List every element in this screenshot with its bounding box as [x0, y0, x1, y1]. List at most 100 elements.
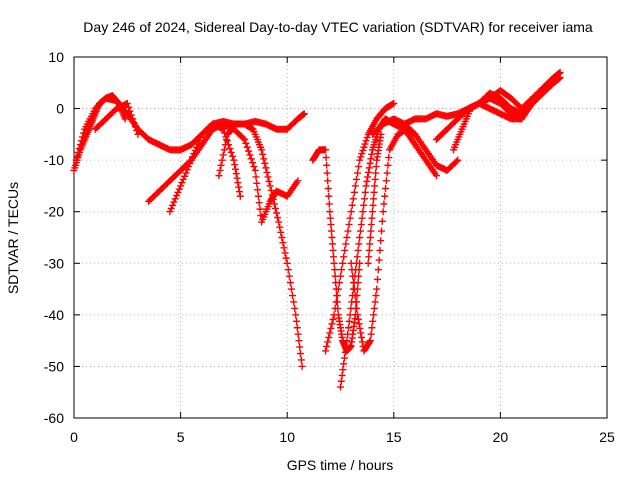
data-point — [333, 292, 341, 300]
data-point — [337, 377, 345, 385]
data-point — [345, 317, 353, 325]
data-point — [326, 214, 334, 222]
data-point — [381, 192, 389, 200]
data-point — [348, 266, 356, 274]
data-point — [77, 137, 85, 145]
data-point — [235, 183, 243, 191]
data-point — [345, 221, 353, 229]
data-point — [344, 324, 352, 332]
data-point — [331, 266, 339, 274]
data-point — [362, 182, 370, 190]
data-point — [382, 177, 390, 185]
data-point — [127, 111, 135, 119]
data-point — [268, 191, 276, 199]
y-tick-label: -50 — [44, 358, 64, 374]
data-point — [245, 147, 253, 155]
data-point — [548, 75, 556, 83]
data-point — [294, 330, 302, 338]
data-point — [347, 259, 355, 267]
data-point — [284, 266, 292, 274]
data-point — [344, 330, 352, 338]
data-point — [125, 103, 133, 111]
data-point — [298, 362, 306, 370]
data-point — [291, 304, 299, 312]
data-point — [550, 74, 558, 82]
series-track-5 — [166, 120, 244, 216]
data-point — [368, 324, 376, 332]
series-track-3 — [91, 99, 142, 138]
data-point — [376, 246, 384, 254]
data-point — [371, 298, 379, 306]
data-point — [122, 108, 130, 116]
data-point — [289, 292, 297, 300]
data-point — [193, 143, 201, 151]
data-point — [346, 214, 354, 222]
data-point — [246, 151, 254, 159]
data-point — [354, 246, 362, 254]
data-point — [364, 259, 372, 267]
data-point — [260, 155, 268, 163]
data-point — [243, 143, 251, 151]
y-tick-label: 10 — [48, 49, 64, 65]
data-point — [263, 168, 271, 176]
data-point — [367, 155, 375, 163]
data-point — [348, 201, 356, 209]
data-point — [354, 311, 362, 319]
data-point — [377, 130, 385, 138]
data-point — [292, 311, 300, 319]
data-point — [234, 179, 242, 187]
x-axis-label: GPS time / hours — [287, 457, 394, 473]
series-track-16 — [475, 74, 558, 113]
data-point — [354, 315, 362, 323]
data-point — [229, 152, 237, 160]
data-point — [328, 234, 336, 241]
data-point — [133, 126, 141, 134]
data-point — [277, 228, 285, 236]
data-point — [368, 214, 376, 222]
data-point — [76, 141, 84, 149]
data-point — [331, 304, 339, 312]
data-point — [273, 209, 281, 217]
x-tick-label: 20 — [493, 429, 509, 445]
data-point — [233, 174, 241, 182]
data-point — [255, 199, 263, 207]
data-point — [359, 146, 367, 154]
data-point — [369, 201, 377, 209]
data-point — [170, 198, 178, 206]
data-point — [266, 182, 274, 190]
data-point — [327, 227, 335, 235]
data-point — [373, 285, 381, 293]
x-tick-label: 0 — [70, 429, 78, 445]
data-point — [368, 208, 376, 216]
data-point — [351, 182, 359, 190]
data-point — [357, 153, 365, 161]
data-point — [338, 266, 346, 274]
y-tick-label: -20 — [44, 204, 64, 220]
data-point — [283, 259, 291, 267]
data-point — [361, 140, 369, 148]
data-point — [194, 140, 202, 148]
data-point — [337, 272, 344, 280]
data-point — [297, 350, 305, 358]
data-point — [325, 333, 333, 341]
data-point — [356, 156, 364, 164]
data-point — [375, 256, 383, 264]
data-point — [290, 298, 298, 306]
data-point — [340, 360, 348, 368]
data-point — [239, 134, 247, 142]
data-point — [231, 161, 239, 169]
data-point — [355, 320, 363, 328]
data-point — [330, 311, 338, 319]
data-point — [278, 234, 286, 241]
data-point — [358, 150, 366, 158]
data-point — [378, 217, 386, 225]
data-point — [377, 237, 385, 245]
plot-frame — [73, 56, 608, 419]
data-point — [360, 195, 368, 203]
data-point — [258, 146, 266, 154]
y-tick-label: -40 — [44, 307, 64, 323]
data-point — [325, 200, 333, 208]
series-track-2 — [72, 94, 308, 164]
data-point — [334, 285, 342, 293]
